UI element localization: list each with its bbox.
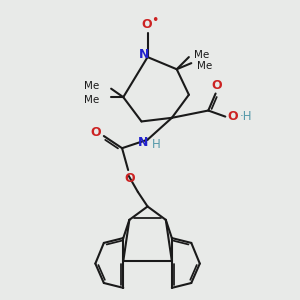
Text: O: O <box>141 18 152 31</box>
Text: Me: Me <box>84 94 99 105</box>
Text: N: N <box>137 136 148 148</box>
Text: •: • <box>151 14 158 27</box>
Text: N: N <box>139 48 149 61</box>
Text: O: O <box>212 79 222 92</box>
Text: ·H: ·H <box>240 110 252 123</box>
Text: O: O <box>227 110 238 123</box>
Text: Me: Me <box>194 50 209 60</box>
Text: O: O <box>124 172 135 185</box>
Text: Me: Me <box>84 81 99 91</box>
Text: O: O <box>90 126 101 139</box>
Text: H: H <box>152 138 161 151</box>
Text: Me: Me <box>197 61 213 70</box>
